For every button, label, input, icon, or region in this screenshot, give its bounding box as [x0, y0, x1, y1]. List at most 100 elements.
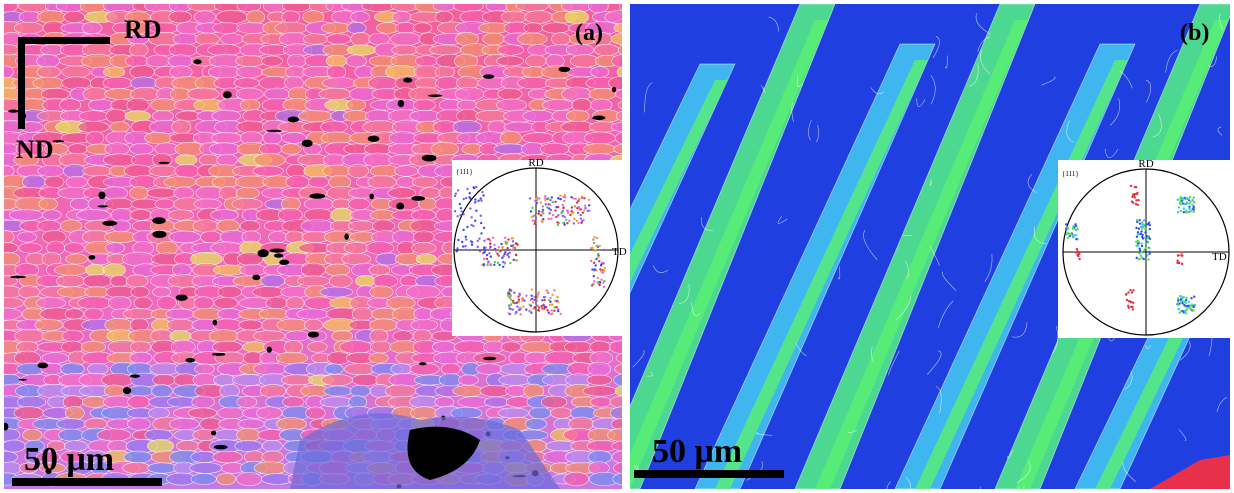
- grain: [592, 239, 594, 241]
- grain: [1185, 312, 1187, 314]
- grain: [588, 362, 611, 376]
- grain: [253, 363, 287, 375]
- grain: [462, 245, 464, 247]
- grain: [468, 196, 470, 198]
- grain: [14, 407, 44, 420]
- grain: [466, 188, 468, 190]
- grain: [531, 288, 533, 290]
- grain: [260, 384, 286, 397]
- grain: [1143, 225, 1145, 227]
- grain: [549, 297, 551, 299]
- grain: [38, 165, 64, 176]
- grain: [391, 1, 418, 12]
- grain: [483, 263, 485, 265]
- grain: [83, 274, 112, 287]
- grain: [545, 351, 578, 365]
- grain: [558, 67, 570, 72]
- grain: [1134, 193, 1136, 195]
- grain: [560, 198, 562, 200]
- panel-label: (a): [575, 20, 603, 46]
- grain: [214, 445, 228, 450]
- grain: [208, 66, 240, 78]
- grain: [496, 99, 526, 111]
- grain: [217, 473, 236, 485]
- grain: [127, 418, 150, 430]
- grain: [23, 175, 46, 189]
- grain: [262, 451, 284, 463]
- grain: [551, 303, 553, 305]
- grain: [232, 198, 262, 210]
- grain: [1185, 198, 1187, 200]
- grain: [1132, 308, 1134, 310]
- grain: [580, 208, 582, 210]
- grain: [535, 304, 537, 306]
- grain: [482, 194, 484, 196]
- grain: [1141, 245, 1143, 247]
- grain: [570, 196, 572, 198]
- grain: [466, 226, 468, 228]
- grain: [147, 439, 173, 452]
- grain: [282, 0, 310, 12]
- grain: [456, 215, 458, 217]
- grain: [598, 260, 600, 262]
- grain: [603, 280, 605, 282]
- grain: [282, 11, 300, 23]
- grain: [194, 59, 202, 64]
- grain: [97, 429, 131, 441]
- grain: [537, 212, 539, 214]
- grain: [546, 289, 548, 291]
- grain: [1193, 208, 1195, 210]
- scale-bar-label: 50 μm: [24, 441, 114, 478]
- grain: [45, 176, 64, 188]
- grain: [494, 261, 496, 263]
- grain: [486, 258, 488, 260]
- grain: [456, 250, 458, 252]
- grain: [526, 55, 546, 67]
- grain: [64, 243, 84, 253]
- pole-family: {111}: [456, 168, 473, 176]
- grain: [1135, 203, 1137, 205]
- grain: [1177, 297, 1179, 299]
- grain: [515, 254, 517, 256]
- grain: [557, 301, 559, 303]
- grain: [498, 408, 529, 418]
- grain: [81, 341, 106, 353]
- grain: [422, 155, 437, 162]
- grain: [531, 216, 533, 218]
- grain: [169, 11, 192, 23]
- grain: [557, 308, 559, 310]
- grain: [1077, 228, 1079, 230]
- grain: [538, 197, 540, 199]
- grain: [1128, 307, 1130, 309]
- grain: [1075, 238, 1077, 240]
- grain: [510, 303, 512, 305]
- grain: [509, 313, 511, 315]
- grain: [593, 275, 595, 277]
- grain: [584, 144, 616, 155]
- grain: [1065, 223, 1067, 225]
- grain: [351, 32, 371, 45]
- grain: [168, 210, 194, 220]
- grain: [1177, 211, 1179, 213]
- grain: [188, 408, 217, 418]
- grain: [507, 292, 509, 294]
- grain: [542, 205, 544, 207]
- grain: [212, 341, 242, 353]
- grain: [1186, 307, 1188, 309]
- grain: [494, 248, 496, 250]
- grain: [461, 241, 463, 243]
- grain: [1129, 289, 1131, 291]
- grain: [583, 209, 585, 211]
- grain: [559, 194, 561, 196]
- grain: [145, 132, 173, 144]
- grain: [594, 268, 596, 270]
- grain: [525, 295, 527, 297]
- grain: [1068, 233, 1070, 235]
- grain: [325, 364, 343, 374]
- grain: [540, 201, 542, 203]
- grain: [86, 131, 104, 144]
- grain: [368, 136, 380, 142]
- grain: [604, 267, 606, 269]
- grain: [173, 33, 198, 45]
- grain: [525, 308, 527, 310]
